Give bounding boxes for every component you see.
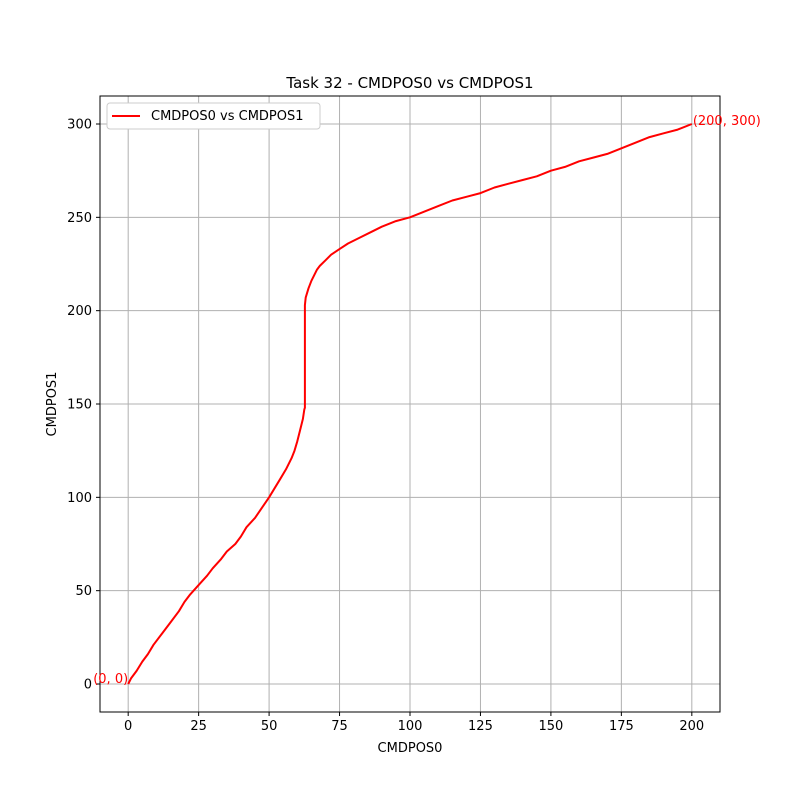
- y-tick-label: 200: [67, 304, 92, 319]
- x-tick-label: 0: [124, 719, 132, 734]
- x-tick-label: 25: [190, 719, 207, 734]
- y-tick-label: 50: [75, 584, 92, 599]
- y-tick-label: 300: [67, 118, 92, 133]
- x-tick-label: 150: [538, 719, 563, 734]
- x-tick-label: 175: [609, 719, 634, 734]
- annotations: (0, 0) (200, 300): [93, 114, 761, 687]
- y-tick-label: 100: [67, 491, 92, 506]
- x-tick-label: 100: [398, 719, 423, 734]
- y-axis-label: CMDPOS1: [45, 372, 60, 437]
- point-annotation: (0, 0): [93, 672, 128, 687]
- legend-frame: [106, 102, 321, 130]
- x-tick-label: 200: [679, 719, 704, 734]
- legend-label: CMDPOS0 vs CMDPOS1: [151, 109, 304, 124]
- x-tick-label: 75: [331, 719, 348, 734]
- x-tick-label: 50: [261, 719, 278, 734]
- y-tick-label: 150: [67, 398, 92, 413]
- x-tick-label: 125: [468, 719, 493, 734]
- axis-ticks: 0 25 50 75 100 125 150 175 200 0 50 100 150 200 250 300: [67, 118, 704, 735]
- y-tick-label: 0: [84, 678, 92, 693]
- series-line: [127, 123, 693, 685]
- point-annotation: (200, 300): [693, 114, 761, 129]
- legend: CMDPOS0 vs CMDPOS1: [106, 102, 321, 130]
- x-axis-label: CMDPOS0: [378, 741, 443, 756]
- series-layer: [127, 123, 693, 685]
- chart-title: Task 32 - CMDPOS0 vs CMDPOS1: [285, 74, 533, 92]
- y-tick-label: 250: [67, 211, 92, 226]
- grid-lines: [100, 96, 720, 712]
